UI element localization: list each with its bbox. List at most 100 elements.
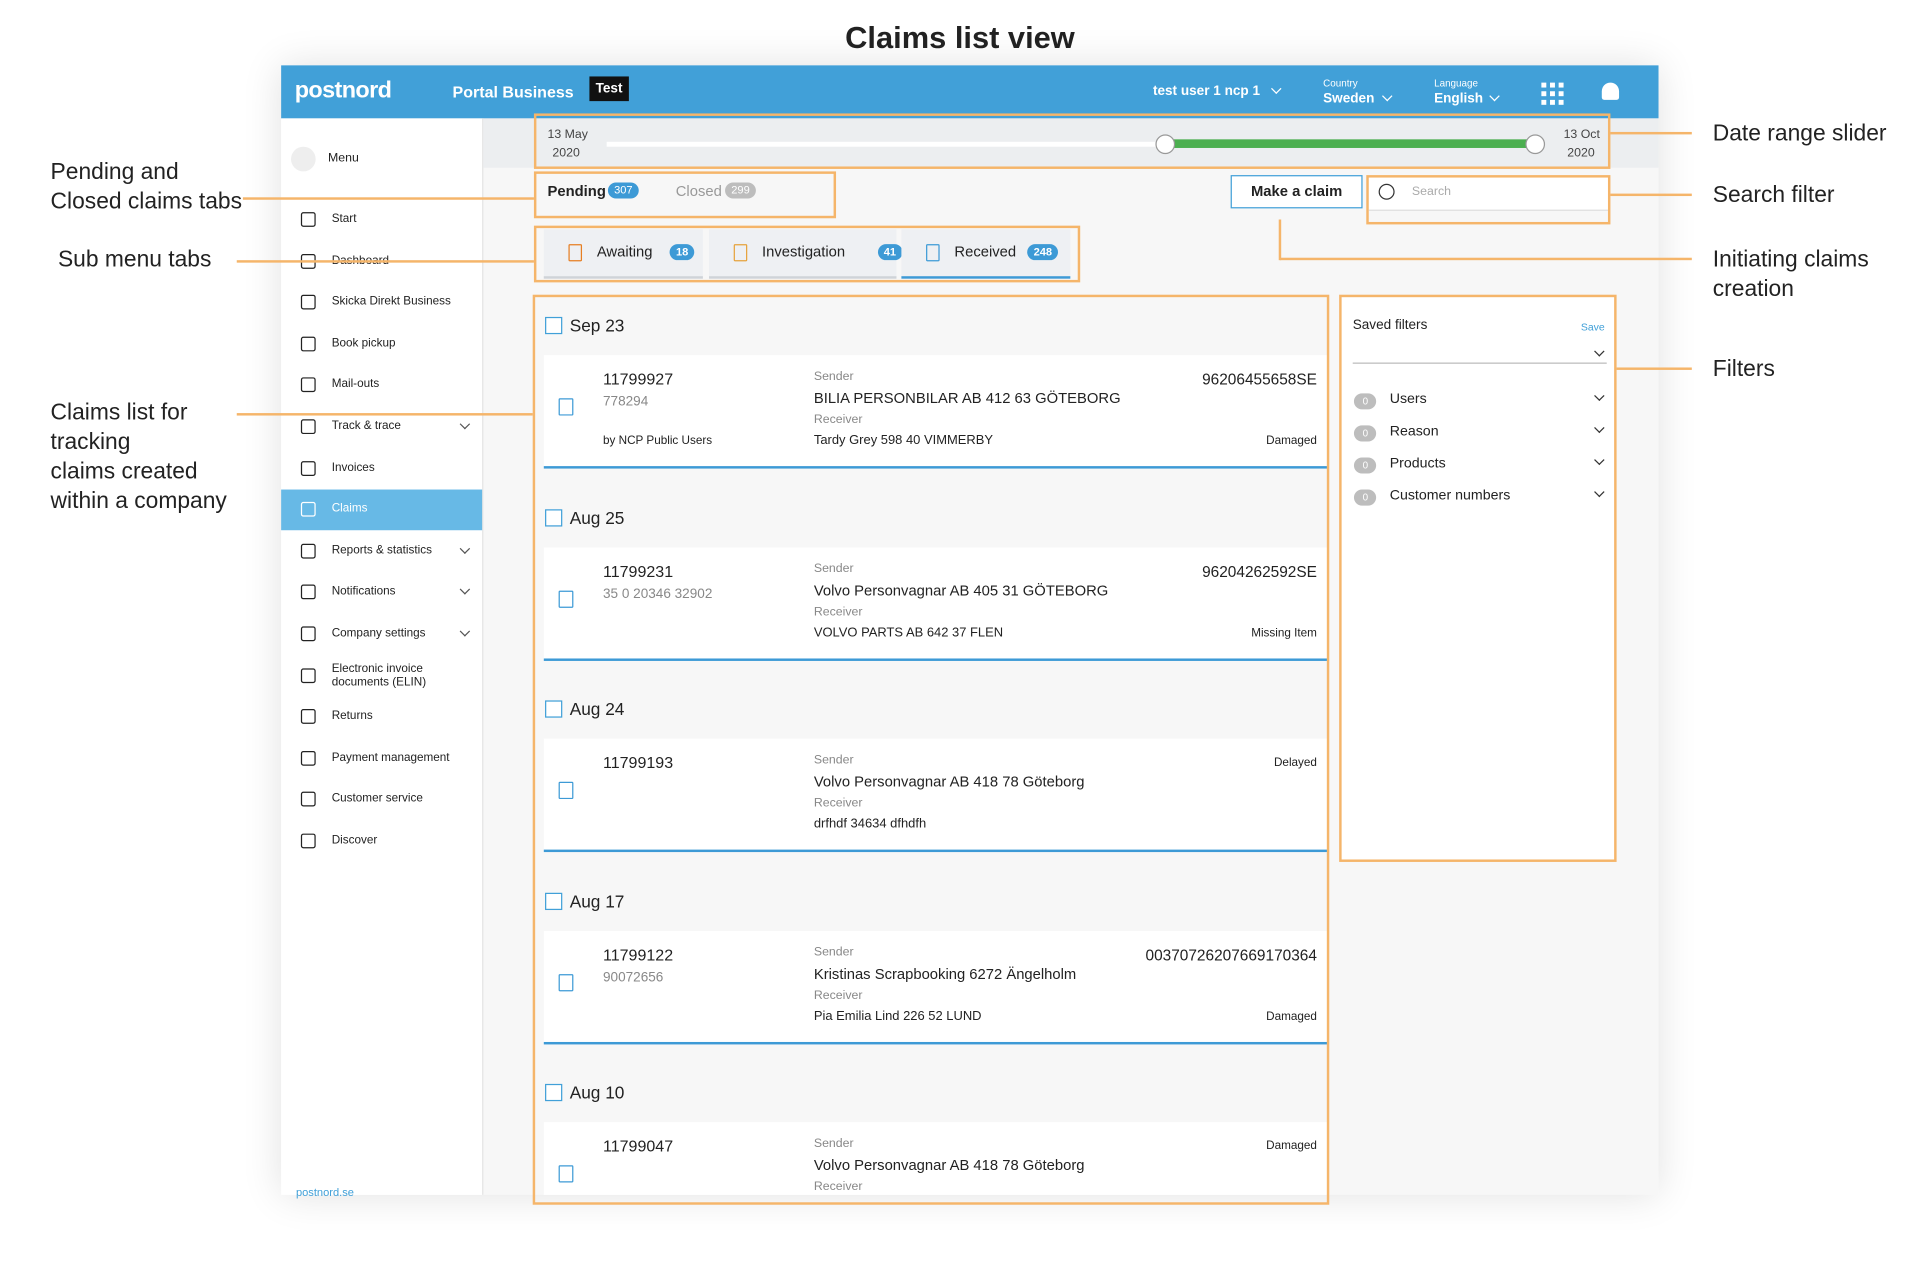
- annotation-line: [1279, 257, 1692, 261]
- annotation: creation: [1712, 274, 1794, 301]
- search-placeholder: Search: [1411, 184, 1451, 199]
- filter-label[interactable]: Users: [1389, 392, 1427, 407]
- language[interactable]: English: [1434, 91, 1484, 107]
- annotation-box: [533, 225, 1081, 283]
- sender: BILIA PERSONBILAR AB 412 63 GÖTEBORG: [813, 389, 1121, 407]
- claim-status: Damaged: [1266, 1009, 1317, 1023]
- menu-item[interactable]: Book pickup: [331, 336, 396, 350]
- dot: [1558, 99, 1564, 105]
- annotation: Filters: [1712, 355, 1775, 382]
- menu-item[interactable]: Electronic invoice: [331, 661, 423, 676]
- claim-status: Delayed: [1273, 755, 1317, 770]
- receiver-label: Receiver: [813, 988, 863, 1002]
- sender: Kristinas Scrapbooking 6272 Ängelholm: [813, 964, 1077, 983]
- menu-item[interactable]: Discover: [331, 833, 378, 848]
- country[interactable]: Sweden: [1323, 91, 1375, 107]
- menu-icon[interactable]: [291, 146, 316, 172]
- claim-checkbox[interactable]: [545, 1083, 563, 1102]
- menu-item[interactable]: Customer service: [331, 792, 423, 806]
- bell-icon[interactable]: [1601, 82, 1620, 100]
- claim-reference: 778294: [602, 394, 649, 410]
- menu-icon: [300, 294, 316, 310]
- sender-label: Sender: [813, 369, 854, 384]
- slider-start: 13 May: [547, 128, 588, 142]
- env-tag: Test: [589, 76, 629, 102]
- filters-dropdown[interactable]: [1352, 345, 1607, 364]
- make-claim-button[interactable]: Make a claim: [1230, 175, 1363, 209]
- menu-item[interactable]: Mail-outs: [331, 377, 380, 392]
- filter-label[interactable]: Reason: [1389, 424, 1439, 439]
- sidebar: MenuStartDashboardSkicka Direkt Business…: [281, 118, 484, 1199]
- claim-card[interactable]: 11799047 Sender Volvo Personvagnar AB 418 …: [543, 1122, 1329, 1195]
- menu-item[interactable]: Payment management: [331, 750, 450, 765]
- slider-thumb[interactable]: [1155, 134, 1176, 155]
- menu-item[interactable]: Claims: [331, 502, 368, 516]
- tab[interactable]: Closed: [675, 182, 722, 200]
- annotation: Search filter: [1712, 181, 1835, 208]
- menu-item[interactable]: Returns: [331, 709, 373, 723]
- apps-icon[interactable]: [1541, 82, 1564, 105]
- menu-icon: [300, 792, 316, 807]
- filter-label[interactable]: Customer numbers: [1389, 488, 1511, 504]
- annotation-box: [1366, 175, 1611, 225]
- sender-label: Sender: [813, 753, 854, 767]
- claim-card[interactable]: 11799927 778294 by NCP Public Users Sender B…: [543, 355, 1329, 469]
- sub-tab[interactable]: Received 248: [901, 229, 1071, 279]
- claim-checkbox[interactable]: [545, 892, 563, 910]
- filter-count: 0: [1353, 489, 1377, 506]
- annotation-box: [1339, 294, 1617, 862]
- menu-item[interactable]: documents (ELIN): [331, 675, 427, 689]
- search-box[interactable]: Search: [1368, 176, 1608, 211]
- annotation-box: [533, 113, 1611, 169]
- dot: [1541, 82, 1547, 88]
- claim-checkbox[interactable]: [545, 316, 563, 335]
- claim-card[interactable]: 11799122 90072656 Sender Kristinas Scrapboo…: [543, 930, 1329, 1044]
- menu-item[interactable]: Notifications: [331, 584, 396, 599]
- menu-icon: [300, 626, 316, 642]
- claim-card[interactable]: 11799193 Sender Volvo Personvagnar AB 418 …: [543, 738, 1329, 853]
- footer-link[interactable]: postnord.se: [295, 1186, 354, 1199]
- claim-card[interactable]: 11799231 35 0 20346 32902 Sender Volvo Pers…: [543, 546, 1329, 661]
- dot: [1550, 91, 1555, 97]
- menu-item[interactable]: Track & trace: [331, 419, 401, 433]
- menu-item[interactable]: Company settings: [331, 626, 426, 640]
- menu-icon: [300, 584, 316, 600]
- tracking-number: 00370726207669170364: [1145, 946, 1317, 964]
- sender: Volvo Personvagnar AB 418 78 Göteborg: [813, 773, 1085, 791]
- tab[interactable]: Pending: [547, 182, 606, 200]
- menu-item[interactable]: Skicka Direkt Business: [331, 294, 451, 309]
- annotation-line: [1610, 131, 1692, 135]
- sub-tab-count: 248: [1027, 244, 1059, 261]
- annotation: Claims list for: [50, 398, 188, 425]
- claim-id: 11799927: [602, 369, 674, 389]
- slider-band: 13 May 2020 13 Oct 2020: [483, 118, 1659, 168]
- claim-icon: [558, 973, 574, 991]
- slider-thumb[interactable]: [1525, 134, 1546, 155]
- menu-label[interactable]: Menu: [328, 151, 359, 166]
- claim-checkbox[interactable]: [545, 508, 563, 526]
- filters-save[interactable]: Save: [1580, 320, 1605, 333]
- tab-count: 299: [725, 182, 756, 199]
- claim-reference: 35 0 20346 32902: [602, 586, 713, 602]
- annotation-line: [1610, 193, 1692, 197]
- page-title: Claims list view: [845, 20, 1075, 56]
- menu-icon: [300, 502, 316, 517]
- menu-icon: [300, 336, 316, 352]
- sub-tab[interactable]: Investigation 41: [709, 229, 903, 279]
- claim-checkbox[interactable]: [545, 700, 563, 718]
- claim-id: 11799122: [602, 945, 674, 964]
- sub-tab[interactable]: Awaiting 18: [543, 229, 703, 279]
- sub-tab-icon: [926, 244, 940, 262]
- menu-item[interactable]: Start: [331, 212, 357, 226]
- user-menu[interactable]: test user 1 ncp 1: [1152, 83, 1261, 99]
- sub-tab-label: Received: [954, 242, 1017, 261]
- annotation: Sub menu tabs: [57, 245, 212, 272]
- dot: [1541, 91, 1547, 97]
- filter-label[interactable]: Products: [1389, 456, 1446, 472]
- logo: postnord: [294, 77, 392, 104]
- receiver: Tardy Grey 598 40 VIMMERBY: [813, 432, 994, 448]
- receiver-label: Receiver: [813, 413, 863, 427]
- claim-icon: [558, 398, 574, 416]
- menu-item[interactable]: Invoices: [331, 460, 375, 475]
- menu-item[interactable]: Reports & statistics: [331, 543, 432, 558]
